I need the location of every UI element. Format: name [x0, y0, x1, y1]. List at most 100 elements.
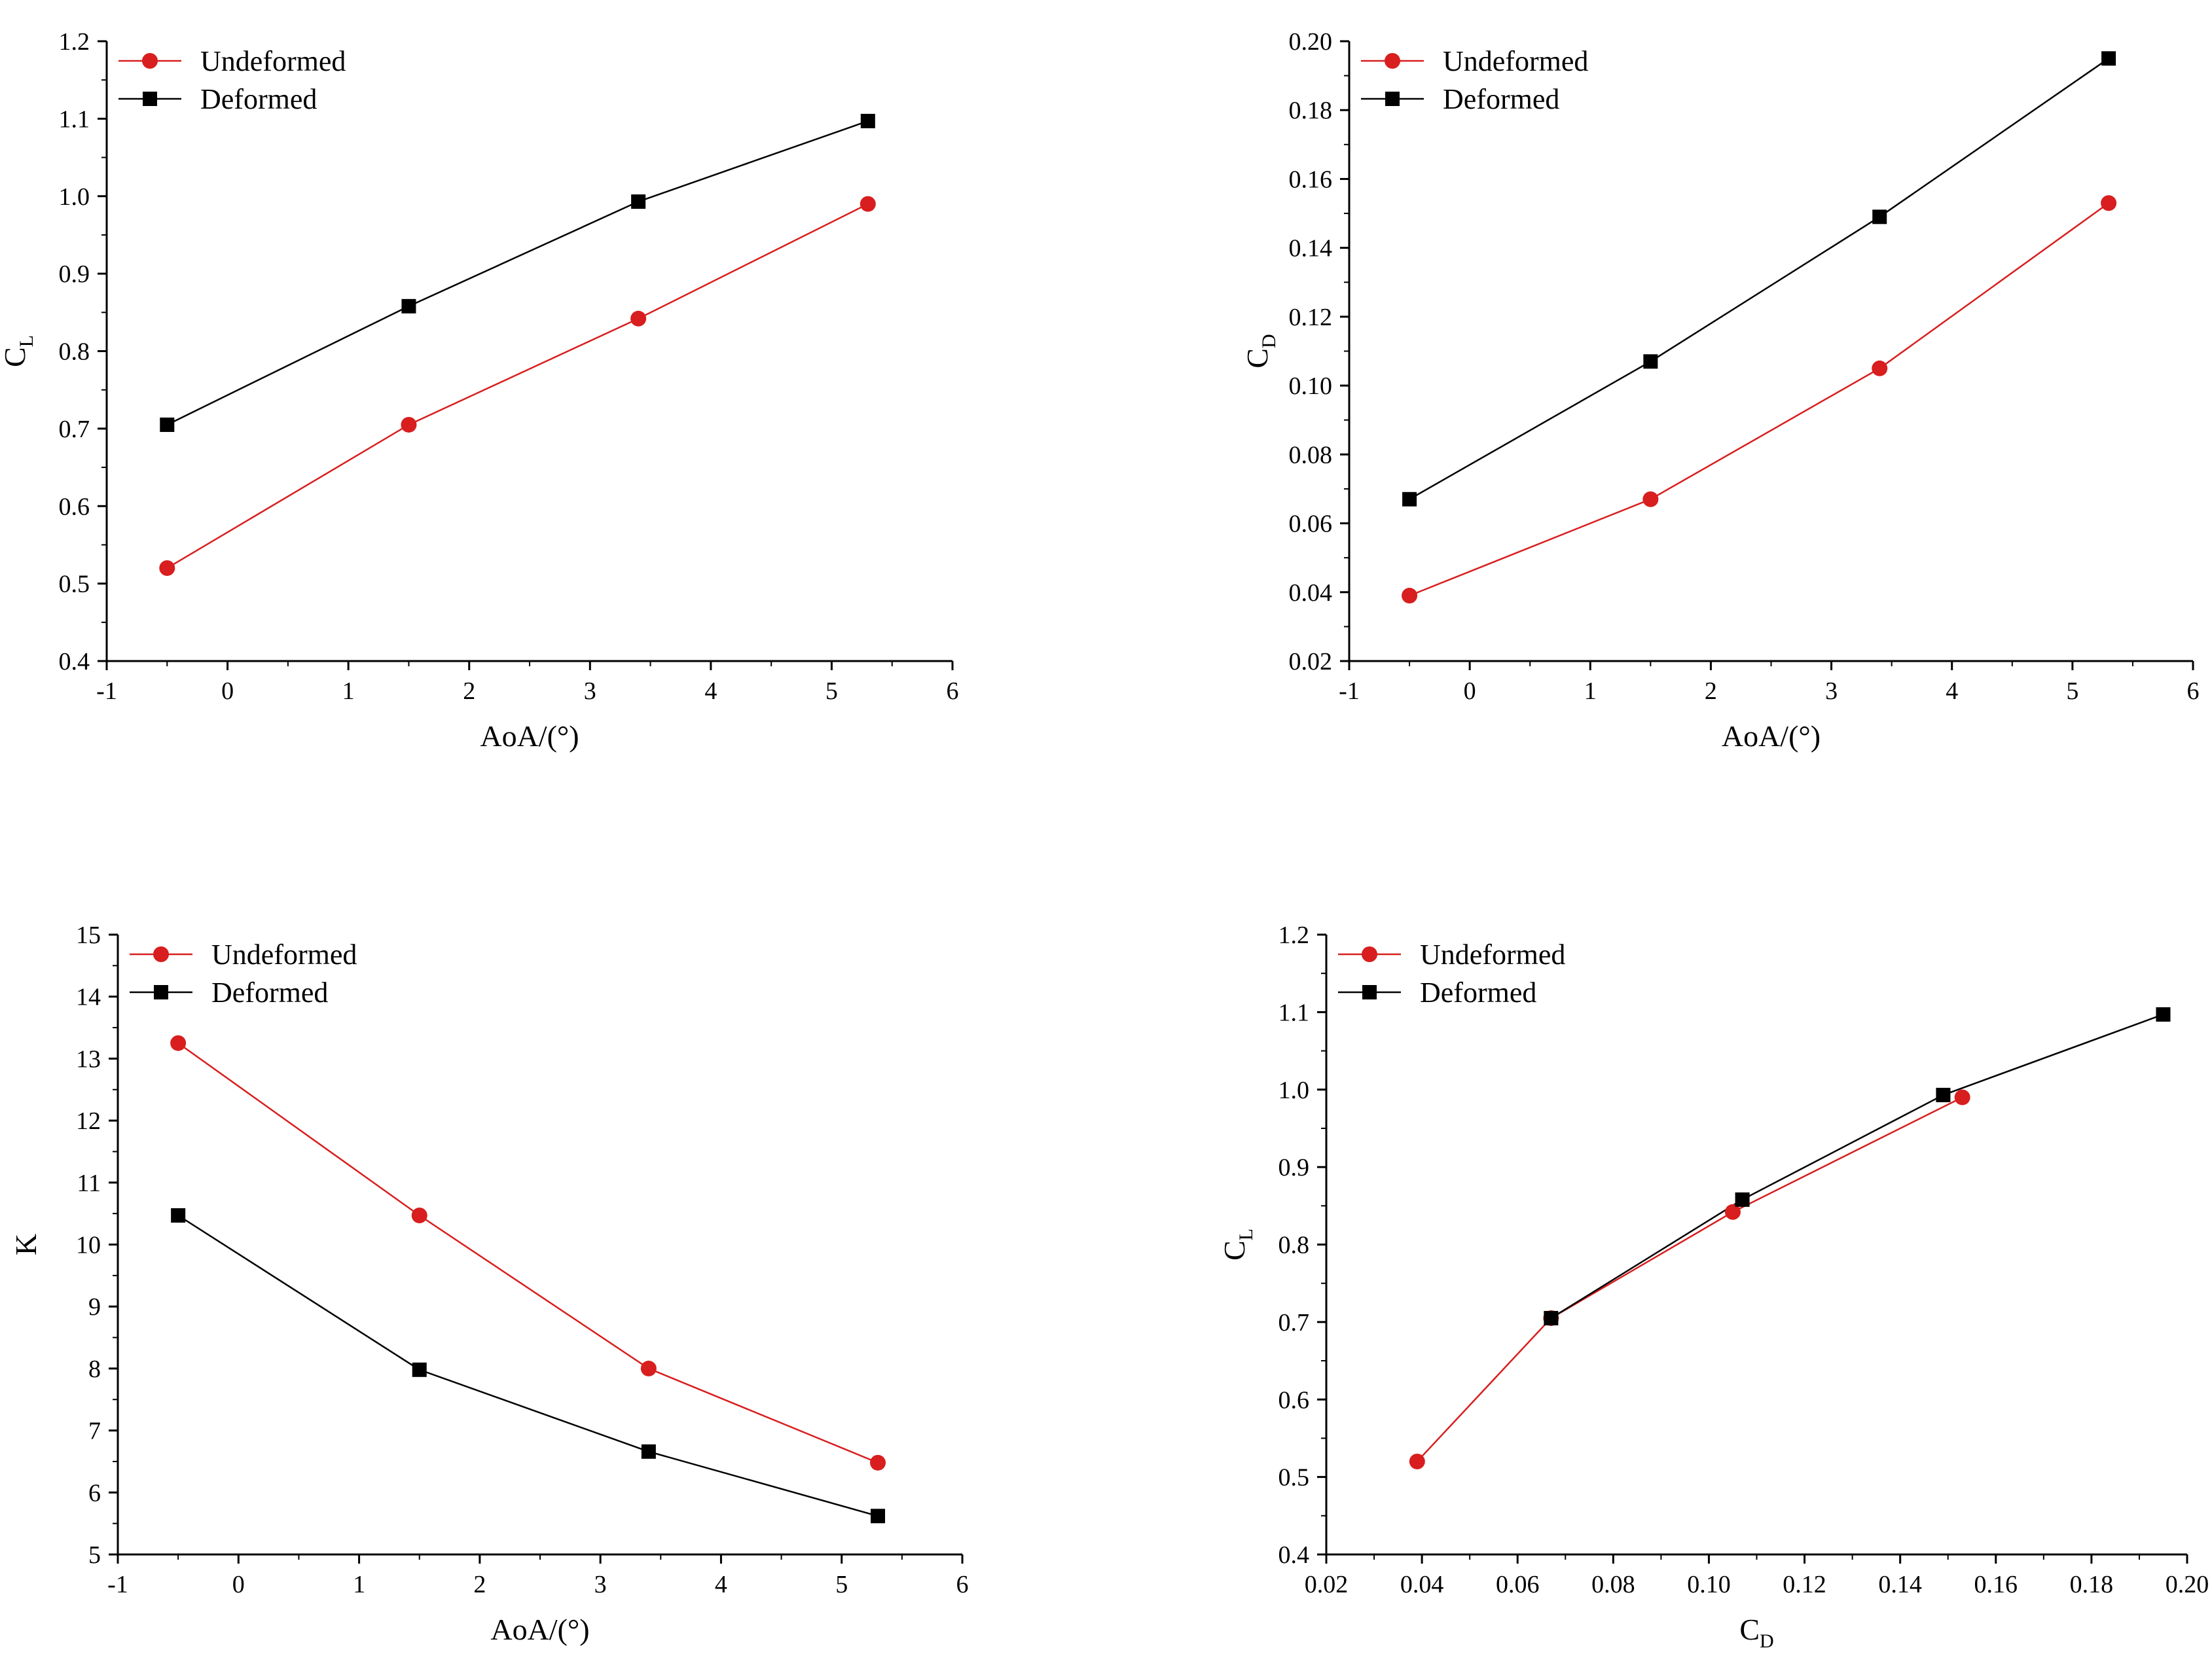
data-point-deformed	[160, 417, 175, 432]
legend: Undeformed Deformed	[130, 939, 357, 1009]
data-point-undeformed	[159, 560, 175, 576]
y-axis-title-sub: D	[1258, 334, 1280, 348]
legend: Undeformed Deformed	[1361, 45, 1588, 115]
series-line-deformed	[177, 1214, 879, 1517]
y-tick-label: 1.1	[1278, 999, 1310, 1026]
x-tick-label: 0.18	[2070, 1571, 2114, 1598]
y-tick-label: 0.4	[1278, 1541, 1310, 1569]
x-tick-label: 0.02	[1305, 1571, 1349, 1598]
data-point-deformed	[860, 113, 875, 128]
y-tick-label: 0.14	[1289, 235, 1333, 262]
y-tick-label: 1.1	[59, 105, 90, 133]
x-tick-label: 3	[584, 677, 596, 705]
y-tick-label: 1.0	[1278, 1077, 1310, 1104]
y-tick-label: 9	[88, 1293, 101, 1321]
x-tick-label: 0.08	[1591, 1571, 1635, 1598]
x-tick-label: 6	[947, 677, 959, 705]
chart-k_vs_aoa: -1 0 1 2 3 4 5 656789101112131415AoA/(°)KUndefo…	[9, 922, 969, 1646]
data-point-deformed	[2101, 51, 2116, 66]
legend-label-undeformed: Undeformed	[211, 939, 357, 971]
x-tick-label: 0.04	[1400, 1571, 1444, 1598]
x-tick-label: 0.10	[1687, 1571, 1731, 1598]
data-point-undeformed	[630, 310, 647, 327]
y-axis-title: K	[9, 1234, 43, 1255]
x-tick-label: 2	[1705, 677, 1717, 705]
y-tick-label: 12	[76, 1107, 101, 1135]
x-tick-label: 6	[2187, 677, 2200, 705]
data-point-deformed	[871, 1509, 885, 1524]
data-point-deformed	[641, 1444, 656, 1459]
legend-marker-deformed	[143, 92, 157, 106]
x-tick-label: 0	[221, 677, 234, 705]
legend-marker-deformed	[1385, 92, 1400, 106]
data-point-deformed	[1936, 1088, 1951, 1103]
data-point-deformed	[1643, 354, 1658, 369]
legend: Undeformed Deformed	[118, 45, 346, 115]
y-axis-title-main: K	[9, 1234, 43, 1255]
data-point-deformed	[171, 1208, 186, 1223]
data-point-undeformed	[2101, 195, 2117, 211]
data-point-undeformed	[411, 1207, 427, 1223]
x-tick-label: 2	[473, 1571, 486, 1598]
y-tick-label: 13	[76, 1045, 101, 1073]
y-axis-title-main: C	[1241, 348, 1274, 368]
x-tick-label: 3	[1825, 677, 1838, 705]
series-line-deformed	[166, 120, 869, 426]
x-tick-label: 5	[2066, 677, 2078, 705]
y-axis-title-sub: L	[1235, 1229, 1257, 1240]
legend-marker-undeformed	[1385, 53, 1400, 69]
y-tick-label: 1.2	[1278, 922, 1310, 949]
legend-label-undeformed: Undeformed	[1443, 45, 1588, 77]
data-point-undeformed	[170, 1035, 187, 1051]
data-point-undeformed	[1402, 588, 1418, 604]
y-tick-label: 0.9	[1278, 1154, 1310, 1181]
x-axis-title-sub: D	[1760, 1630, 1774, 1652]
y-axis-title: CL	[1218, 1229, 1257, 1261]
x-tick-label: 0.06	[1496, 1571, 1540, 1598]
y-tick-label: 8	[88, 1355, 101, 1383]
y-tick-label: 0.8	[1278, 1232, 1310, 1259]
y-tick-label: 0.6	[1278, 1386, 1310, 1414]
x-axis-title: CD	[1739, 1613, 1773, 1652]
y-tick-label: 0.6	[59, 493, 90, 520]
legend-label-deformed: Deformed	[1420, 977, 1536, 1009]
legend-marker-undeformed	[153, 946, 169, 962]
series-line-undeformed	[1409, 202, 2109, 597]
y-tick-label: 0.18	[1289, 97, 1333, 124]
y-axis-title-main: C	[1218, 1240, 1251, 1261]
data-point-deformed	[1872, 209, 1887, 224]
data-point-undeformed	[1642, 491, 1659, 507]
legend-label-deformed: Deformed	[211, 977, 328, 1009]
legend-label-undeformed: Undeformed	[1420, 939, 1565, 971]
legend-marker-deformed	[154, 985, 168, 999]
y-tick-label: 0.04	[1289, 579, 1333, 607]
data-point-deformed	[1402, 492, 1417, 507]
data-point-undeformed	[1954, 1089, 1970, 1105]
y-tick-label: 0.08	[1289, 441, 1333, 469]
y-axis-title-sub: L	[16, 335, 37, 347]
data-point-undeformed	[870, 1454, 886, 1471]
y-tick-label: 0.5	[59, 571, 90, 598]
x-tick-label: 4	[1946, 677, 1958, 705]
y-tick-label: 0.16	[1289, 166, 1333, 193]
series-line-deformed	[1550, 1013, 2164, 1319]
x-tick-label: 3	[594, 1571, 607, 1598]
y-axis-title: CD	[1241, 334, 1280, 368]
x-tick-label: 0.20	[2166, 1571, 2209, 1598]
y-tick-label: 0.7	[59, 416, 90, 443]
x-tick-label: 2	[463, 677, 475, 705]
x-axis-title: AoA/(°)	[480, 719, 579, 753]
x-tick-label: 0.16	[1974, 1571, 2018, 1598]
y-tick-label: 1.2	[59, 28, 90, 56]
series-line-undeformed	[177, 1042, 879, 1464]
y-axis-title-main: C	[0, 347, 31, 367]
legend-marker-deformed	[1362, 985, 1377, 999]
y-tick-label: 15	[76, 922, 101, 949]
data-point-undeformed	[1872, 360, 1888, 376]
y-tick-label: 11	[77, 1170, 101, 1197]
legend-label-deformed: Deformed	[200, 83, 317, 115]
y-tick-label: 6	[88, 1479, 101, 1507]
y-tick-label: 0.5	[1278, 1464, 1310, 1492]
series-line-deformed	[1409, 58, 2109, 500]
legend: Undeformed Deformed	[1338, 939, 1565, 1009]
